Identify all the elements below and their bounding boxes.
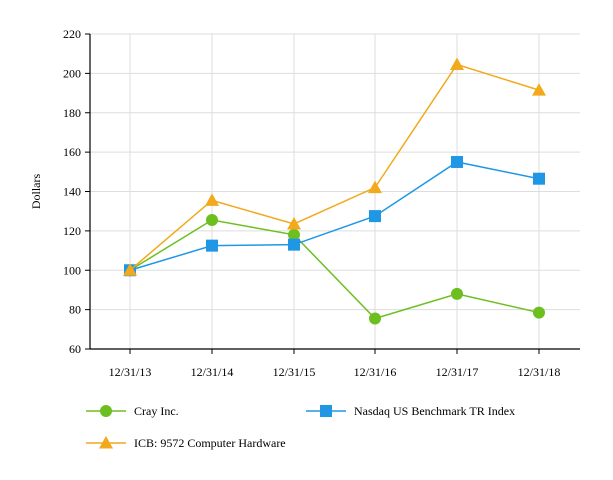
data-point (288, 238, 300, 251)
series-layer (123, 57, 546, 325)
data-point (533, 172, 545, 185)
legend-triangle-marker (99, 436, 113, 449)
series-nasdaq-us-benchmark-tr-index (124, 155, 545, 277)
series-line (129, 161, 540, 271)
y-axis-label: Dollars (29, 174, 43, 210)
y-tick-label: 100 (63, 263, 81, 277)
data-point (533, 306, 545, 319)
data-point (123, 263, 137, 276)
series-line (129, 63, 540, 271)
series-line (129, 219, 540, 320)
legend-item: ICB: 9572 Computer Hardware (86, 436, 286, 450)
data-point (288, 228, 300, 241)
y-tick-label: 200 (63, 66, 81, 80)
y-tick-label: 140 (63, 185, 81, 199)
legend-label: Nasdaq US Benchmark TR Index (354, 404, 515, 418)
data-point (450, 57, 464, 71)
y-tick-label: 60 (69, 342, 81, 356)
data-point (369, 210, 381, 223)
data-point (532, 83, 546, 96)
legend-label: ICB: 9572 Computer Hardware (134, 436, 286, 450)
x-tick-label: 12/31/18 (518, 365, 561, 379)
data-point (206, 239, 218, 252)
legend-item: Cray Inc. (86, 404, 179, 418)
legend: Cray Inc. Nasdaq US Benchmark TR Index ICB… (86, 404, 515, 450)
x-tick-label: 12/31/15 (273, 365, 316, 379)
data-point (287, 216, 301, 230)
data-point (451, 155, 463, 168)
legend-label: Cray Inc. (134, 404, 179, 418)
legend-square-marker (320, 405, 332, 417)
x-tick-label: 12/31/17 (436, 365, 479, 379)
y-tick-label: 180 (63, 106, 81, 120)
data-point (206, 214, 218, 227)
data-point (369, 312, 381, 325)
x-tick-label: 12/31/14 (191, 365, 234, 379)
x-tick-label: 12/31/16 (354, 365, 397, 379)
series-icb-9572-computer-hardware (123, 57, 546, 276)
x-tick-label: 12/31/13 (109, 365, 152, 379)
grid (90, 33, 580, 349)
y-tick-label: 120 (63, 224, 81, 238)
y-tick-label: 80 (69, 303, 81, 317)
legend-item: Nasdaq US Benchmark TR Index (306, 404, 515, 418)
axes: 60 80 100 120 140 160 180 200 220 12/31/13 12/31/1… (29, 27, 580, 379)
y-tick-label: 220 (63, 27, 81, 41)
data-point (205, 193, 219, 206)
data-point (368, 180, 382, 194)
data-point (451, 287, 463, 300)
legend-circle-marker (100, 405, 112, 417)
y-tick-label: 160 (63, 145, 81, 159)
